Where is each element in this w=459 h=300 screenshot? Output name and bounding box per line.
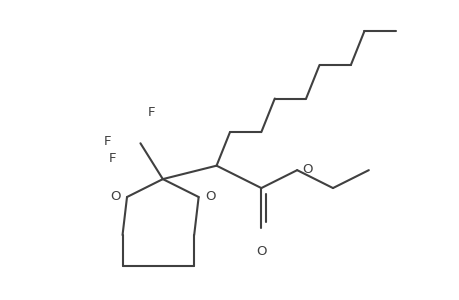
Text: O: O [205, 190, 215, 202]
Text: F: F [108, 152, 116, 166]
Text: O: O [256, 245, 266, 258]
Text: F: F [104, 134, 111, 148]
Text: F: F [148, 106, 155, 119]
Text: O: O [302, 163, 313, 176]
Text: O: O [110, 190, 120, 202]
